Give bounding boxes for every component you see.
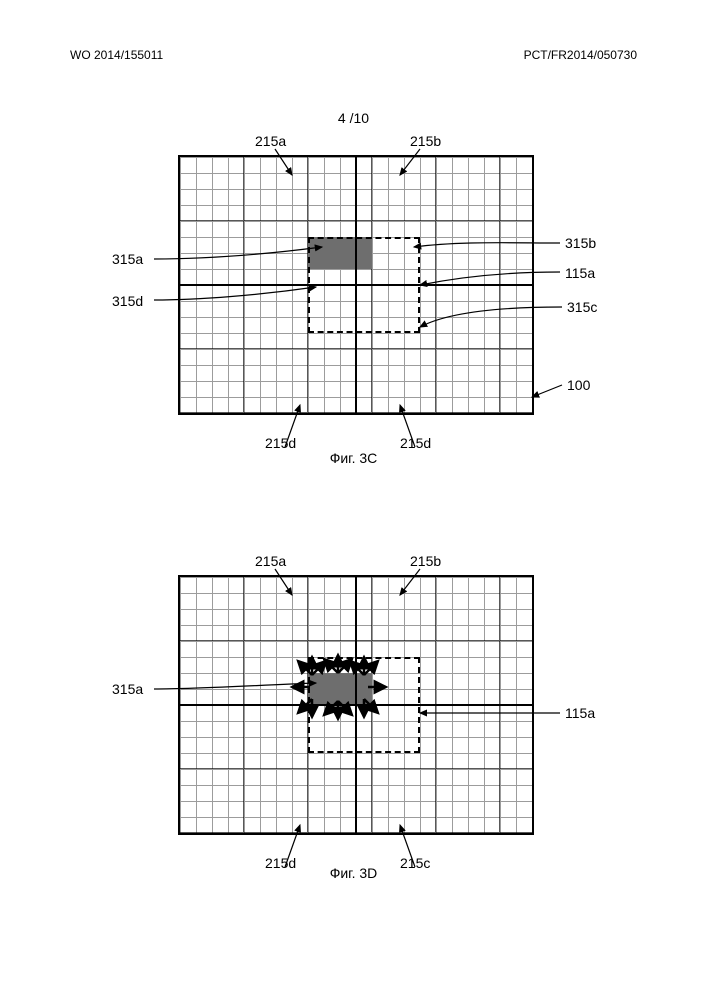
figure-3d-grid bbox=[178, 575, 534, 835]
label-115a-3c: 115a bbox=[565, 265, 595, 281]
figure-3c-caption: Фиг. 3C bbox=[0, 450, 707, 466]
page: WO 2014/155011 PCT/FR2014/050730 4 /10 bbox=[0, 0, 707, 1000]
label-315a-3d: 315a bbox=[112, 681, 143, 697]
label-215a-top-3d: 215a bbox=[255, 553, 286, 569]
label-215d-br-3c: 215d bbox=[400, 435, 431, 451]
figure-3d-shaded-315a bbox=[308, 673, 372, 705]
figure-3c: 215a 215b 315a 315d 315b 115a 315c 100 2… bbox=[0, 135, 707, 465]
figure-3d-dashed-115a bbox=[308, 657, 420, 753]
label-315a-3c: 315a bbox=[112, 251, 143, 267]
header-doc-right: PCT/FR2014/050730 bbox=[524, 48, 637, 62]
figure-3d: 215a 215b 315a 115a 215d 215c bbox=[0, 555, 707, 885]
label-100-3c: 100 bbox=[567, 377, 590, 393]
figure-3c-shaded-315a bbox=[308, 237, 372, 269]
label-215b-top-3d: 215b bbox=[410, 553, 441, 569]
label-215d-bl-3c: 215d bbox=[265, 435, 296, 451]
label-315c-3c: 315c bbox=[567, 299, 597, 315]
label-315b-3c: 315b bbox=[565, 235, 596, 251]
label-215b-top-3c: 215b bbox=[410, 133, 441, 149]
label-315d-3c: 315d bbox=[112, 293, 143, 309]
header-doc-left: WO 2014/155011 bbox=[70, 48, 163, 62]
figure-3c-grid bbox=[178, 155, 534, 415]
label-115a-3d: 115a bbox=[565, 705, 595, 721]
label-215a-top-3c: 215a bbox=[255, 133, 286, 149]
figure-3c-dashed-115a bbox=[308, 237, 420, 333]
header-page-number: 4 /10 bbox=[0, 110, 707, 126]
figure-3d-caption: Фиг. 3D bbox=[0, 865, 707, 881]
